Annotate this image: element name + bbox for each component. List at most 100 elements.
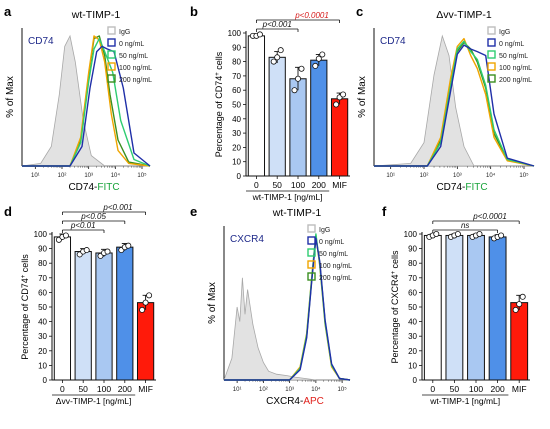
- panel-letter-d: d: [4, 204, 12, 219]
- x-axis-label: wt-TIMP-1 [ng/mL]: [252, 192, 323, 202]
- legend-label: 100 ng/mL: [119, 65, 152, 72]
- y-tick-label: 90: [38, 245, 47, 254]
- y-tick-label: 0: [413, 376, 418, 385]
- legend-label: 200 ng/mL: [499, 77, 532, 84]
- x-axis-label: CD74-FITC: [68, 182, 119, 193]
- legend-swatch: [487, 62, 496, 71]
- x-tick-label: 10³: [453, 173, 462, 179]
- x-tick-label: 200: [491, 384, 505, 394]
- significance-label: p<0.0001: [472, 212, 507, 221]
- bar: [310, 59, 328, 177]
- bar-panel-d: 0 10 20 30 40 50 60 70 80 90 100 Percentage of CD74…: [20, 203, 156, 406]
- legend-label: 50 ng/mL: [319, 251, 348, 258]
- x-tick-label: 10¹: [31, 173, 40, 179]
- histogram-igg-curve: [223, 277, 350, 381]
- legend-swatch: [307, 236, 316, 245]
- marker-label: CXCR4: [230, 234, 264, 245]
- bar: [136, 302, 155, 381]
- bar-panel-b: 0 10 20 30 40 50 60 70 80 90 100 Percentage of CD74…: [214, 11, 350, 202]
- y-axis-label: % of Max: [357, 76, 368, 118]
- y-tick-label: 90: [232, 43, 241, 52]
- legend-swatch: [487, 38, 496, 47]
- x-tick-label: MIF: [332, 180, 347, 190]
- bar: [445, 234, 464, 381]
- data-point: [277, 47, 284, 54]
- y-tick-label: 60: [232, 86, 241, 95]
- legend-swatch: [487, 26, 496, 35]
- data-point: [512, 306, 519, 313]
- y-tick-label: 0: [43, 376, 48, 385]
- x-tick-label: 50: [78, 384, 88, 394]
- y-axis-label: Percentage of CD74+ cells: [214, 51, 224, 157]
- data-point: [274, 54, 281, 61]
- significance-label: p<0.0001: [294, 11, 329, 20]
- y-tick-label: 10: [38, 361, 47, 370]
- legend-swatch: [107, 38, 116, 47]
- significance-label: ns: [461, 221, 469, 230]
- histogram-panel-a: wt-TIMP-1 % of Max 10¹ 10² 10³ 10⁴ 10⁵ CD74-FIT…: [5, 9, 152, 193]
- y-tick-label: 50: [408, 303, 417, 312]
- legend-label: 50 ng/mL: [119, 53, 148, 60]
- bar: [330, 98, 349, 177]
- y-tick-label: 100: [34, 230, 48, 239]
- significance-label: p<0.05: [80, 212, 106, 221]
- x-tick-label: 10⁵: [137, 172, 147, 179]
- panel-letter-c: c: [356, 4, 363, 19]
- data-point: [62, 232, 69, 239]
- x-tick-label: MIF: [512, 384, 527, 394]
- legend-swatch: [487, 74, 496, 83]
- data-point: [142, 299, 149, 306]
- data-point: [516, 301, 523, 308]
- histogram-panel-e: wt-TIMP-1 % of Max 10¹ 10² 10³ 10⁴ 10⁵ CXCR4-AP…: [207, 207, 352, 407]
- y-tick-label: 10: [408, 361, 417, 370]
- y-tick-label: 100: [404, 230, 418, 239]
- bar: [510, 302, 529, 381]
- y-tick-label: 30: [232, 129, 241, 138]
- data-point: [340, 91, 347, 98]
- x-tick-label: 200: [118, 384, 132, 394]
- bar: [247, 35, 266, 177]
- panel-letter-f: f: [382, 204, 387, 219]
- bar-panel-f: 0 10 20 30 40 50 60 70 80 90 100 Percentage of CXCR…: [390, 212, 530, 406]
- legend-label: 200 ng/mL: [319, 275, 352, 282]
- x-tick-label: 0: [254, 180, 259, 190]
- bar: [423, 234, 442, 381]
- y-tick-label: 20: [408, 347, 417, 356]
- data-point: [433, 230, 440, 237]
- x-tick-label: 10¹: [233, 387, 242, 393]
- y-axis-label: Percentage of CD74+ cells: [20, 254, 30, 360]
- data-point: [476, 230, 483, 237]
- data-point: [256, 31, 263, 38]
- significance-label: p<0.01: [70, 221, 96, 230]
- y-tick-label: 50: [38, 303, 47, 312]
- panel-letter-e: e: [190, 204, 197, 219]
- x-tick-label: 50: [272, 180, 282, 190]
- x-tick-label: 10²: [420, 173, 429, 179]
- data-point: [315, 55, 322, 62]
- histogram-igg-curve: [373, 34, 534, 167]
- x-tick-label: 10⁵: [338, 386, 348, 393]
- bar: [268, 56, 286, 177]
- x-tick-label: 10⁴: [311, 386, 321, 393]
- data-point: [498, 232, 505, 239]
- y-axis-label: Percentage of CXCR4+ cells: [390, 250, 400, 364]
- legend-swatch: [107, 62, 116, 71]
- panel-letter-a: a: [4, 4, 12, 19]
- y-tick-label: 80: [232, 58, 241, 67]
- legend-label: 50 ng/mL: [499, 53, 528, 60]
- bar: [116, 246, 134, 381]
- legend-swatch: [307, 248, 316, 257]
- histogram-panel-c: Δvv-TIMP-1 % of Max 10¹ 10² 10³ 10⁴ 10⁵ CD74-FI…: [357, 9, 535, 193]
- y-tick-label: 40: [38, 318, 47, 327]
- legend-label: 100 ng/mL: [319, 263, 352, 270]
- y-tick-label: 80: [408, 259, 417, 268]
- y-tick-label: 50: [232, 101, 241, 110]
- legend-label: 100 ng/mL: [499, 65, 532, 72]
- bar: [95, 252, 113, 381]
- x-axis-label: CXCR4-APC: [266, 396, 324, 407]
- y-tick-label: 30: [38, 332, 47, 341]
- x-axis-label: wt-TIMP-1 [ng/mL]: [429, 396, 500, 406]
- x-tick-label: MIF: [138, 384, 153, 394]
- x-tick-label: 0: [430, 384, 435, 394]
- marker-label: CD74: [28, 36, 54, 47]
